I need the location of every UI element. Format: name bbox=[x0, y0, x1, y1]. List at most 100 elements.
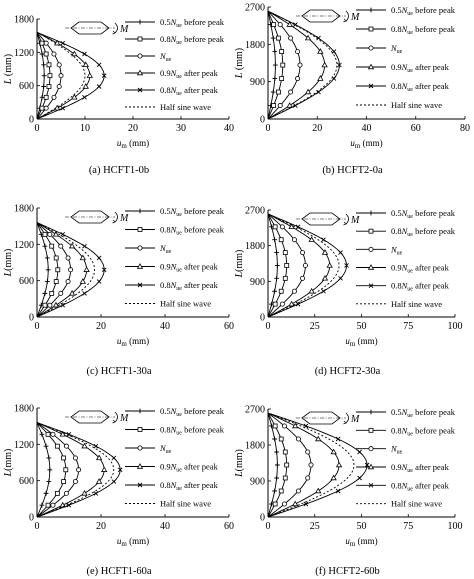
series-marker-s1 bbox=[51, 51, 57, 57]
series-marker-s05 bbox=[44, 255, 50, 261]
legend-label-s1: Nue bbox=[390, 43, 403, 55]
series-marker-s09 bbox=[59, 430, 66, 437]
legend-label-s08b: 0.8Nue before peak bbox=[391, 425, 456, 437]
chart-panel-1: 0 600 1200 1800 0 10 20 30 40 L (mm) um (mm) (a) HC… bbox=[3, 15, 234, 177]
legend-label-s08a: 0.8Nue after peak bbox=[160, 280, 219, 292]
panel-caption: (f) HCFT2-60b bbox=[315, 566, 379, 577]
x-tick-label: 0 bbox=[266, 321, 271, 332]
series-marker-s08a bbox=[93, 443, 99, 449]
section-moment-icon: M bbox=[296, 212, 360, 226]
legend-label-s08b: 0.8Nue before peak bbox=[391, 226, 456, 238]
series-marker-s09 bbox=[292, 500, 299, 507]
series-marker-s08a bbox=[60, 105, 66, 111]
series-marker-s1 bbox=[288, 35, 294, 41]
legend-marker-s08b bbox=[137, 427, 143, 432]
series-marker-s08a bbox=[60, 40, 66, 46]
moment-arrow-icon bbox=[345, 213, 349, 225]
series-marker-s08b bbox=[280, 62, 286, 68]
arrowhead-icon bbox=[112, 30, 116, 35]
moment-label: M bbox=[119, 213, 129, 224]
series-marker-s05 bbox=[270, 89, 276, 95]
series-marker-s08a bbox=[66, 432, 72, 437]
series-marker-s08b bbox=[45, 431, 51, 437]
series-marker-s08b bbox=[272, 301, 278, 307]
series-marker-s1 bbox=[300, 275, 306, 281]
series-marker-s08a bbox=[96, 255, 102, 261]
legend-marker-s05 bbox=[368, 409, 374, 415]
x-axis-label: um (mm) bbox=[345, 336, 377, 348]
legend-label-s08b: 0.8Nue before peak bbox=[391, 24, 456, 36]
series-marker-s08a bbox=[303, 501, 309, 507]
series-marker-s09 bbox=[286, 102, 293, 108]
y-tick-label: 600 bbox=[19, 81, 34, 92]
legend-marker-s05 bbox=[137, 19, 143, 25]
legend: 0.5Nue before peak 0.8Nue before peak Nue 0… bbox=[356, 208, 456, 309]
arrowhead-icon bbox=[343, 18, 347, 23]
series-marker-s1 bbox=[295, 76, 301, 82]
series-marker-s1 bbox=[281, 501, 287, 507]
series-marker-s08b bbox=[53, 255, 59, 261]
series-marker-s05 bbox=[274, 462, 280, 468]
series-marker-s08a bbox=[321, 237, 326, 243]
series-marker-s09 bbox=[304, 88, 312, 95]
series-marker-s08b bbox=[282, 449, 288, 455]
series-marker-s1 bbox=[72, 455, 78, 461]
x-tick-label: 10 bbox=[80, 123, 90, 134]
series-marker-s08b bbox=[49, 290, 55, 296]
series-marker-s08a bbox=[96, 62, 102, 68]
series-marker-s05 bbox=[46, 479, 52, 484]
legend-marker-s09 bbox=[367, 63, 375, 70]
series-marker-s08b bbox=[284, 462, 290, 468]
series-marker-s09 bbox=[288, 223, 295, 230]
series-marker-s1 bbox=[47, 231, 53, 237]
series-marker-s09 bbox=[308, 287, 315, 294]
legend: 0.5Nue before peak 0.8Nue before peak Nue 0… bbox=[125, 17, 225, 112]
series-marker-s09 bbox=[304, 34, 312, 41]
series-marker-s1 bbox=[295, 49, 301, 55]
series-marker-s08b bbox=[284, 263, 290, 268]
series-marker-s08b bbox=[39, 40, 45, 46]
legend: 0.5Nue before peak 0.8Nue before peak Nue 0… bbox=[356, 407, 456, 509]
series-marker-s08a bbox=[66, 502, 72, 508]
legend-label-sine: Half sine wave bbox=[160, 299, 211, 309]
series-line-sine bbox=[36, 31, 86, 120]
legend-label-s09: 0.9Nue after peak bbox=[160, 262, 219, 274]
series-marker-s1 bbox=[295, 436, 301, 442]
series-marker-s05 bbox=[272, 76, 278, 81]
legend-label-s1: Nue bbox=[390, 244, 403, 256]
series-line-s08a bbox=[267, 412, 368, 518]
series-marker-s09 bbox=[82, 83, 89, 89]
series-marker-s09 bbox=[54, 39, 61, 46]
legend-marker-s08b bbox=[137, 36, 143, 42]
y-tick-label: 900 bbox=[250, 477, 265, 488]
legend-marker-s09 bbox=[367, 264, 375, 270]
series-marker-s08b bbox=[279, 49, 285, 54]
legend: 0.5Nue before peak 0.8Nue before peak Nue 0… bbox=[356, 5, 456, 110]
series-marker-s09 bbox=[330, 474, 337, 481]
series-marker-s1 bbox=[302, 262, 308, 268]
y-tick-label: 0 bbox=[29, 313, 34, 324]
section-moment-icon: M bbox=[65, 210, 129, 224]
series-marker-s08a bbox=[316, 89, 321, 95]
x-tick-label: 25 bbox=[310, 321, 320, 332]
legend-label-s08b: 0.8Nue before peak bbox=[160, 34, 225, 46]
series-marker-s1 bbox=[279, 301, 285, 307]
series-marker-s08b bbox=[43, 51, 49, 57]
series-marker-s09 bbox=[321, 249, 329, 255]
series-marker-s08a bbox=[111, 455, 117, 461]
series-marker-s09 bbox=[321, 61, 328, 68]
series-marker-s08a bbox=[335, 436, 341, 442]
y-tick-label: 1800 bbox=[14, 204, 34, 215]
x-tick-label: 75 bbox=[403, 321, 413, 332]
series-marker-s08b bbox=[47, 73, 53, 79]
series-marker-s05 bbox=[274, 263, 280, 268]
y-tick-label: 0 bbox=[29, 115, 34, 126]
series-marker-s08b bbox=[54, 443, 60, 449]
panel-caption: (e) HCFT1-60a bbox=[86, 566, 151, 577]
arrowhead-icon bbox=[112, 419, 116, 424]
chart-panel-6: 0 900 1800 2700 0 25 50 75 100 L(mm) um (mm) (f) HC… bbox=[234, 405, 463, 578]
series-marker-s08a bbox=[337, 62, 342, 68]
x-tick-label: 60 bbox=[224, 521, 234, 532]
arrowhead-icon bbox=[343, 221, 347, 226]
legend-marker-s05 bbox=[137, 208, 143, 214]
